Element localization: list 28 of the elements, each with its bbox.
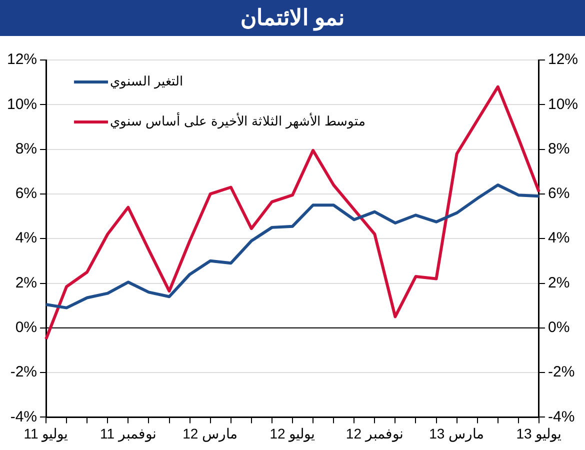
legend-label: التغير السنوي — [110, 74, 184, 90]
y2-tick-label: 0% — [548, 319, 570, 336]
x-tick-label: يوليو 11 — [24, 425, 68, 442]
x-tick-label: مارس 12 — [182, 425, 238, 442]
x-tick-label: يوليو 12 — [270, 425, 316, 442]
legend-label: متوسط الأشهر الثلاثة الأخيرة على أساس سنوي — [110, 112, 366, 130]
y2-tick-label: 2% — [548, 274, 570, 292]
y-tick-label: -2% — [10, 364, 38, 381]
y-tick-label: 10% — [6, 96, 38, 113]
y-tick-label: 6% — [15, 185, 38, 202]
y2-tick-label: 4% — [548, 230, 570, 247]
y-tick-label: 8% — [15, 140, 38, 158]
chart-title: نمو الائتمان — [0, 0, 585, 36]
x-tick-label: نوفمبر 11 — [100, 425, 156, 442]
x-tick-label: يوليو 13 — [516, 425, 562, 442]
x-tick-label: نوفمبر 12 — [346, 425, 404, 442]
y-tick-label: 12% — [6, 51, 38, 68]
y2-tick-label: -4% — [548, 408, 575, 426]
y2-tick-label: 10% — [548, 96, 578, 113]
y2-tick-label: -2% — [548, 364, 575, 381]
y2-tick-label: 6% — [548, 185, 570, 202]
y2-tick-label: 12% — [548, 51, 578, 68]
y-tick-label: 0% — [15, 319, 38, 336]
x-tick-label: مارس 13 — [429, 425, 485, 442]
y-tick-label: -4% — [10, 408, 38, 426]
y-tick-label: 4% — [15, 230, 38, 247]
y-tick-label: 2% — [15, 274, 38, 292]
y2-tick-label: 8% — [548, 140, 570, 158]
